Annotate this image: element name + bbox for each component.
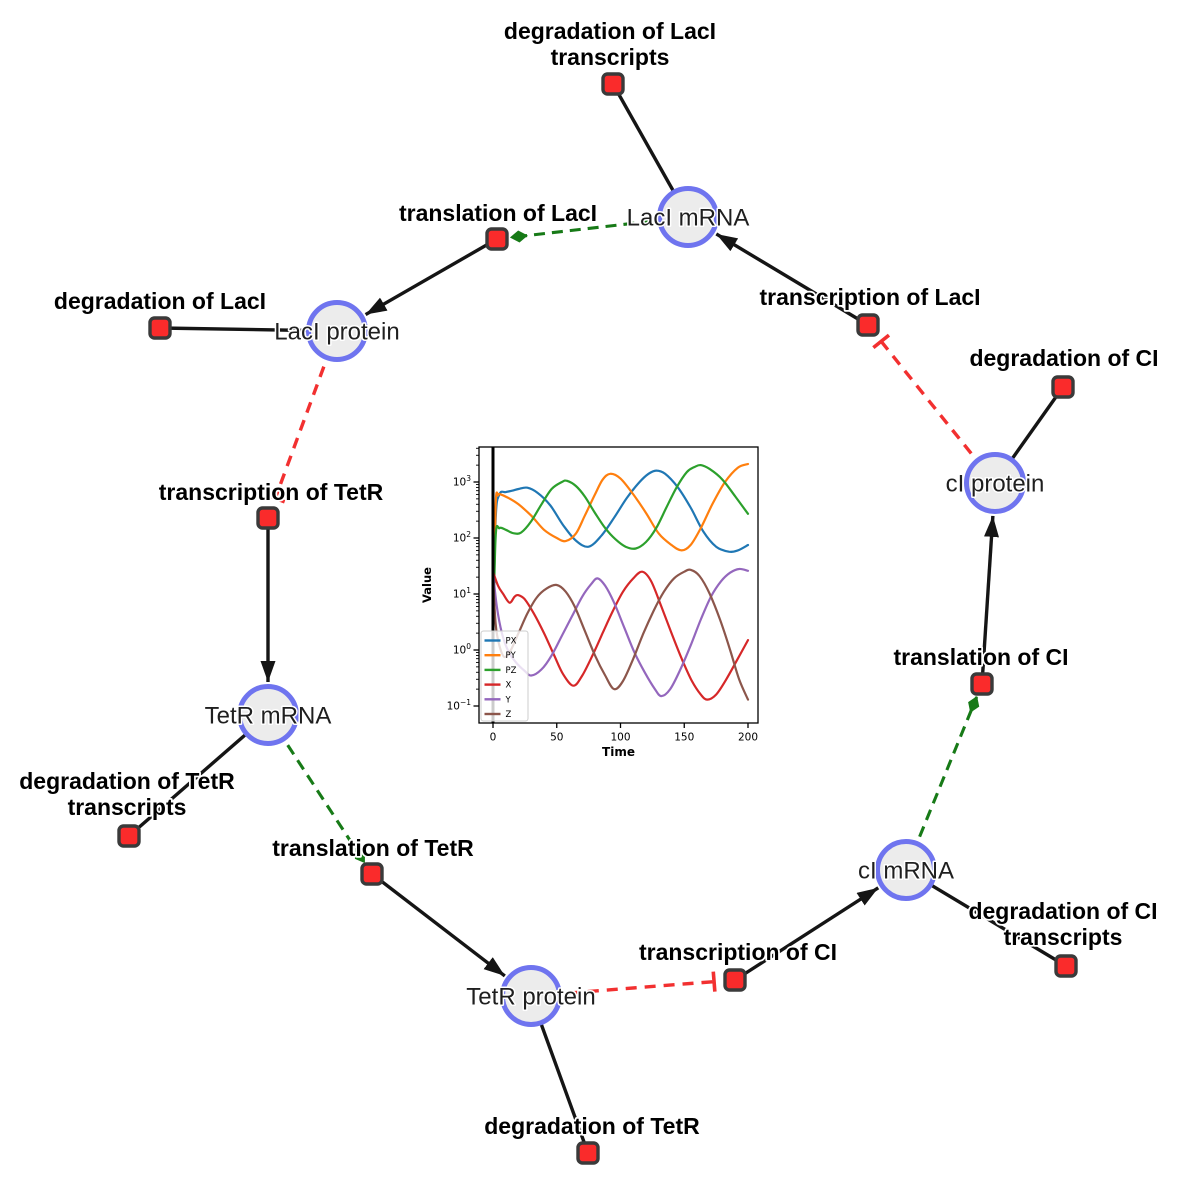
species-label-laci-protein: LacI protein [274, 319, 399, 346]
species-label-ci-mrna: cI mRNA [858, 858, 954, 885]
species-node-laci-protein[interactable] [306, 300, 368, 362]
edge-translation-ci-ci-protein [980, 515, 999, 685]
species-node-tetr-mrna[interactable] [237, 684, 299, 746]
legend-label-Y: Y [505, 695, 512, 705]
y-tick-label: 10−1 [447, 698, 472, 713]
reaction-label-deg-ci-transcripts-line2: transcripts [1004, 924, 1123, 950]
legend-label-PZ: PZ [506, 666, 517, 676]
reaction-label-deg-laci-transcripts: degradation of LacI [504, 18, 716, 44]
reaction-label-translation-ci: translation of CI [893, 644, 1068, 670]
x-tick-label: 150 [674, 732, 694, 744]
reaction-label-translation-tetr: translation of TetR [272, 835, 474, 861]
legend-label-PY: PY [506, 651, 517, 661]
x-tick-label: 200 [738, 732, 758, 744]
y-axis-label: Value [420, 567, 434, 603]
chart-frame [478, 446, 759, 724]
edge-tetr-protein-transcription-ci [530, 971, 717, 998]
edge-laci-mrna-translation-laci [509, 215, 689, 243]
species-label-tetr-mrna: TetR mRNA [205, 703, 332, 730]
y-tick-label: 101 [453, 586, 471, 601]
reaction-node-transcription-laci[interactable] [856, 313, 880, 337]
reaction-label-deg-tetr-transcripts-line2: transcripts [68, 794, 187, 820]
reaction-label-transcription-ci: transcription of CI [639, 939, 837, 965]
series-PY-line [491, 462, 750, 652]
reaction-label-deg-laci: degradation of LacI [54, 288, 266, 314]
reaction-label-deg-ci: degradation of CI [969, 345, 1158, 371]
species-node-tetr-protein[interactable] [500, 965, 562, 1027]
edge-tetr-mrna-translation-tetr [266, 714, 366, 864]
x-tick-label: 100 [610, 732, 630, 744]
edge-deg-ci-transcripts-ci-mrna [905, 868, 1067, 968]
legend-label-X: X [506, 681, 512, 691]
reaction-node-deg-tetr[interactable] [576, 1141, 600, 1165]
reaction-node-transcription-tetr[interactable] [256, 506, 280, 530]
reaction-node-deg-laci-transcripts[interactable] [601, 72, 625, 96]
edge-ci-mrna-translation-ci [904, 696, 980, 871]
chart-legend[interactable]: PX PY PZ XYZ [480, 630, 529, 722]
edge-translation-tetr-tetr-protein [370, 872, 506, 978]
x-axis-label: Time [602, 745, 635, 759]
x-tick-label: 0 [490, 732, 497, 744]
species-label-ci-protein: cI protein [946, 471, 1045, 498]
series-PZ-line [491, 463, 750, 652]
y-tick-label: 102 [453, 530, 471, 545]
nodes-layer [117, 72, 1078, 1165]
y-tick-label: 100 [453, 642, 471, 657]
legend-label-PX: PX [506, 637, 517, 647]
species-label-tetr-protein: TetR protein [466, 984, 595, 1011]
reaction-node-deg-laci[interactable] [148, 316, 172, 340]
species-node-laci-mrna[interactable] [657, 186, 719, 248]
edge-translation-laci-laci-protein [364, 237, 498, 317]
species-node-ci-mrna[interactable] [875, 839, 937, 901]
edge-transcription-ci-ci-mrna [734, 886, 880, 982]
reaction-node-deg-ci[interactable] [1051, 375, 1075, 399]
species-node-ci-protein[interactable] [964, 452, 1026, 514]
x-tick-label: 50 [550, 732, 563, 744]
legend-box [480, 630, 529, 722]
reaction-label-deg-laci-transcripts-line2: transcripts [551, 44, 670, 70]
reaction-label-deg-tetr-transcripts: degradation of TetR [19, 768, 235, 794]
reaction-label-deg-ci-transcripts: degradation of CI [968, 898, 1157, 924]
reaction-node-deg-tetr-transcripts[interactable] [117, 824, 141, 848]
reaction-node-translation-ci[interactable] [970, 672, 994, 696]
edge-transcription-laci-laci-mrna [715, 232, 869, 327]
reaction-label-transcription-laci: transcription of LacI [759, 284, 980, 310]
y-tick-label: 103 [453, 474, 471, 489]
reaction-label-deg-tetr: degradation of TetR [484, 1113, 700, 1139]
reaction-node-translation-laci[interactable] [485, 227, 509, 251]
reaction-node-deg-ci-transcripts[interactable] [1054, 954, 1078, 978]
reaction-node-transcription-ci[interactable] [723, 968, 747, 992]
reaction-label-translation-laci: translation of LacI [399, 200, 597, 226]
reaction-node-translation-tetr[interactable] [360, 862, 384, 886]
legend-label-Z: Z [506, 710, 512, 720]
labels-layer: LacI mRNA LacI protein TetR mRNA TetR prote… [17, 16, 1160, 1141]
species-label-laci-mrna: LacI mRNA [627, 205, 750, 232]
series-X-line [491, 570, 750, 701]
reaction-label-transcription-tetr: transcription of TetR [159, 479, 384, 505]
